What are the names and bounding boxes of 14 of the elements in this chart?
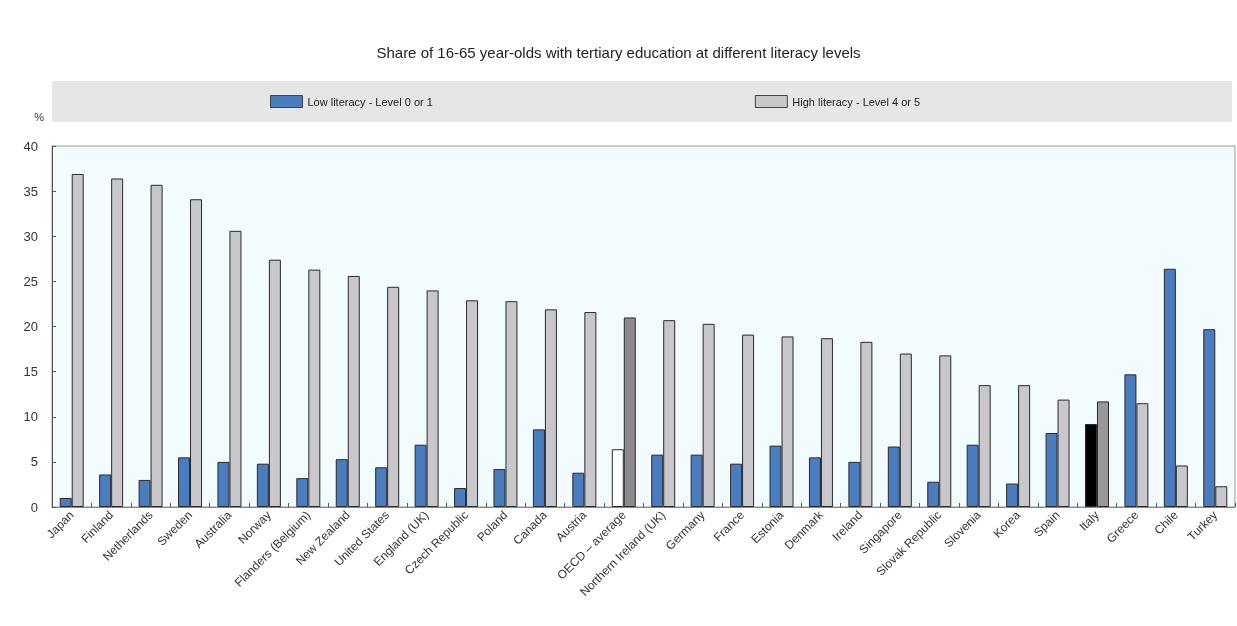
y-tick-label: 5	[30, 454, 38, 470]
y-tick-label: 20	[23, 319, 38, 334]
chart-title: Share of 16-65 year-olds with tertiary education at different literacy levels	[376, 44, 861, 61]
legend-label: High literacy - Level 4 or 5	[792, 95, 921, 108]
y-tick-label: 40	[23, 138, 38, 154]
y-tick-label: 35	[23, 183, 38, 199]
x-tick-label: Italy	[1076, 508, 1102, 534]
legend-label: Low literacy - Level 0 or 1	[307, 95, 433, 108]
y-axis-title: %	[34, 110, 45, 123]
y-tick-label: 10	[23, 409, 38, 425]
y-tick-label: 30	[23, 228, 38, 244]
y-tick-label: 25	[23, 273, 38, 289]
y-tick-label: 15	[23, 364, 38, 380]
y-tick-label: 0	[30, 499, 38, 515]
